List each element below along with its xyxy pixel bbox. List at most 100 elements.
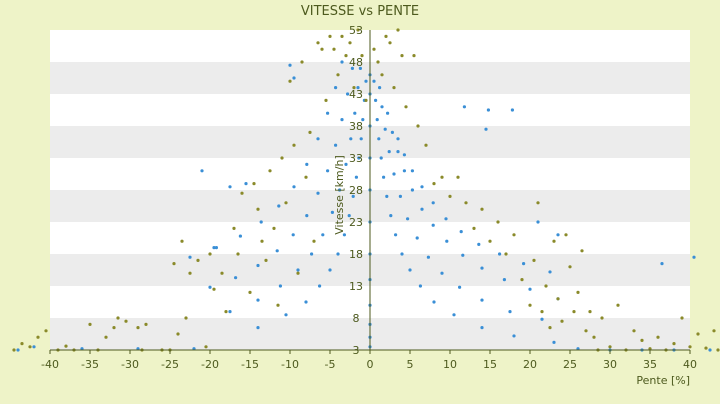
data-point [291, 233, 295, 237]
data-point [260, 239, 264, 243]
data-point [510, 108, 514, 112]
data-point [351, 194, 355, 198]
data-point [16, 348, 20, 352]
data-point [560, 319, 564, 323]
data-point [480, 207, 484, 211]
data-point [328, 34, 332, 39]
data-point [640, 338, 644, 342]
data-point [404, 105, 408, 109]
data-point [292, 76, 296, 80]
data-point [384, 34, 388, 39]
data-point [326, 169, 330, 173]
data-point [136, 326, 140, 330]
data-point [498, 252, 502, 256]
data-point [356, 86, 360, 90]
data-point [412, 54, 416, 58]
data-point [361, 118, 365, 122]
data-point [385, 194, 389, 198]
data-point [184, 316, 188, 320]
data-point [616, 303, 620, 307]
data-point [44, 329, 48, 333]
data-point [316, 137, 320, 141]
data-point [124, 319, 128, 323]
data-point [334, 143, 338, 147]
data-point [277, 204, 281, 208]
data-point [310, 252, 314, 256]
x-tick-label: 0 [367, 358, 374, 371]
data-point [288, 79, 292, 83]
data-point [188, 255, 192, 259]
data-point [104, 335, 108, 339]
data-point [382, 175, 386, 179]
x-tick-label: -25 [161, 358, 179, 371]
data-point [410, 188, 414, 192]
data-point [576, 290, 580, 294]
data-point [272, 226, 276, 230]
data-point [336, 252, 340, 256]
data-point [388, 41, 392, 45]
data-point [464, 201, 468, 205]
x-tick-label: 10 [443, 358, 457, 371]
data-point [318, 284, 322, 288]
data-point [440, 175, 444, 179]
data-point [244, 182, 248, 186]
data-point [353, 111, 357, 115]
data-point [304, 175, 308, 179]
data-point [420, 185, 424, 189]
data-point [328, 268, 332, 272]
x-tick-labels: -40 -35 -30 -25 -20 -15 -10 -5 0 5 10 15 20 25 30 35 40 [41, 350, 697, 371]
data-point [364, 98, 368, 102]
data-point [196, 258, 200, 262]
data-point [312, 239, 316, 243]
data-point [326, 111, 330, 115]
data-point [692, 255, 696, 259]
data-point [188, 271, 192, 275]
data-point [284, 313, 288, 317]
data-point [36, 335, 40, 339]
data-point [588, 310, 592, 314]
data-point [305, 162, 309, 166]
data-point [462, 105, 466, 109]
data-point [359, 137, 363, 141]
data-point [349, 137, 353, 141]
data-point [256, 298, 260, 302]
data-point [276, 303, 280, 307]
data-point [264, 258, 268, 262]
data-point [656, 335, 660, 339]
data-point [340, 118, 344, 122]
data-point [512, 233, 516, 237]
data-point [212, 287, 216, 291]
data-point [228, 185, 232, 189]
data-point [444, 217, 448, 221]
data-point [256, 326, 260, 330]
data-point [480, 326, 484, 330]
x-tick-label: -35 [81, 358, 99, 371]
data-point [445, 239, 449, 243]
data-point [580, 249, 584, 253]
data-point [378, 86, 382, 90]
data-point [256, 263, 260, 268]
data-point [304, 300, 308, 304]
data-point [340, 60, 344, 64]
data-point [704, 346, 708, 350]
data-point [496, 220, 500, 224]
data-point [461, 253, 465, 257]
data-point [238, 234, 242, 238]
data-point [389, 214, 393, 218]
data-point [672, 342, 676, 346]
data-point [357, 156, 361, 160]
data-point [528, 287, 532, 291]
data-point [544, 284, 548, 288]
data-point [431, 223, 435, 227]
data-point [416, 124, 420, 128]
y-tick-label: 38 [349, 120, 363, 133]
data-point [12, 348, 16, 352]
data-point [252, 182, 256, 186]
data-point [396, 137, 400, 141]
data-point [64, 344, 68, 348]
data-point [320, 47, 324, 51]
y-tick-label: 33 [349, 152, 363, 165]
y-tick-label: 23 [349, 216, 363, 229]
data-point [338, 188, 342, 192]
